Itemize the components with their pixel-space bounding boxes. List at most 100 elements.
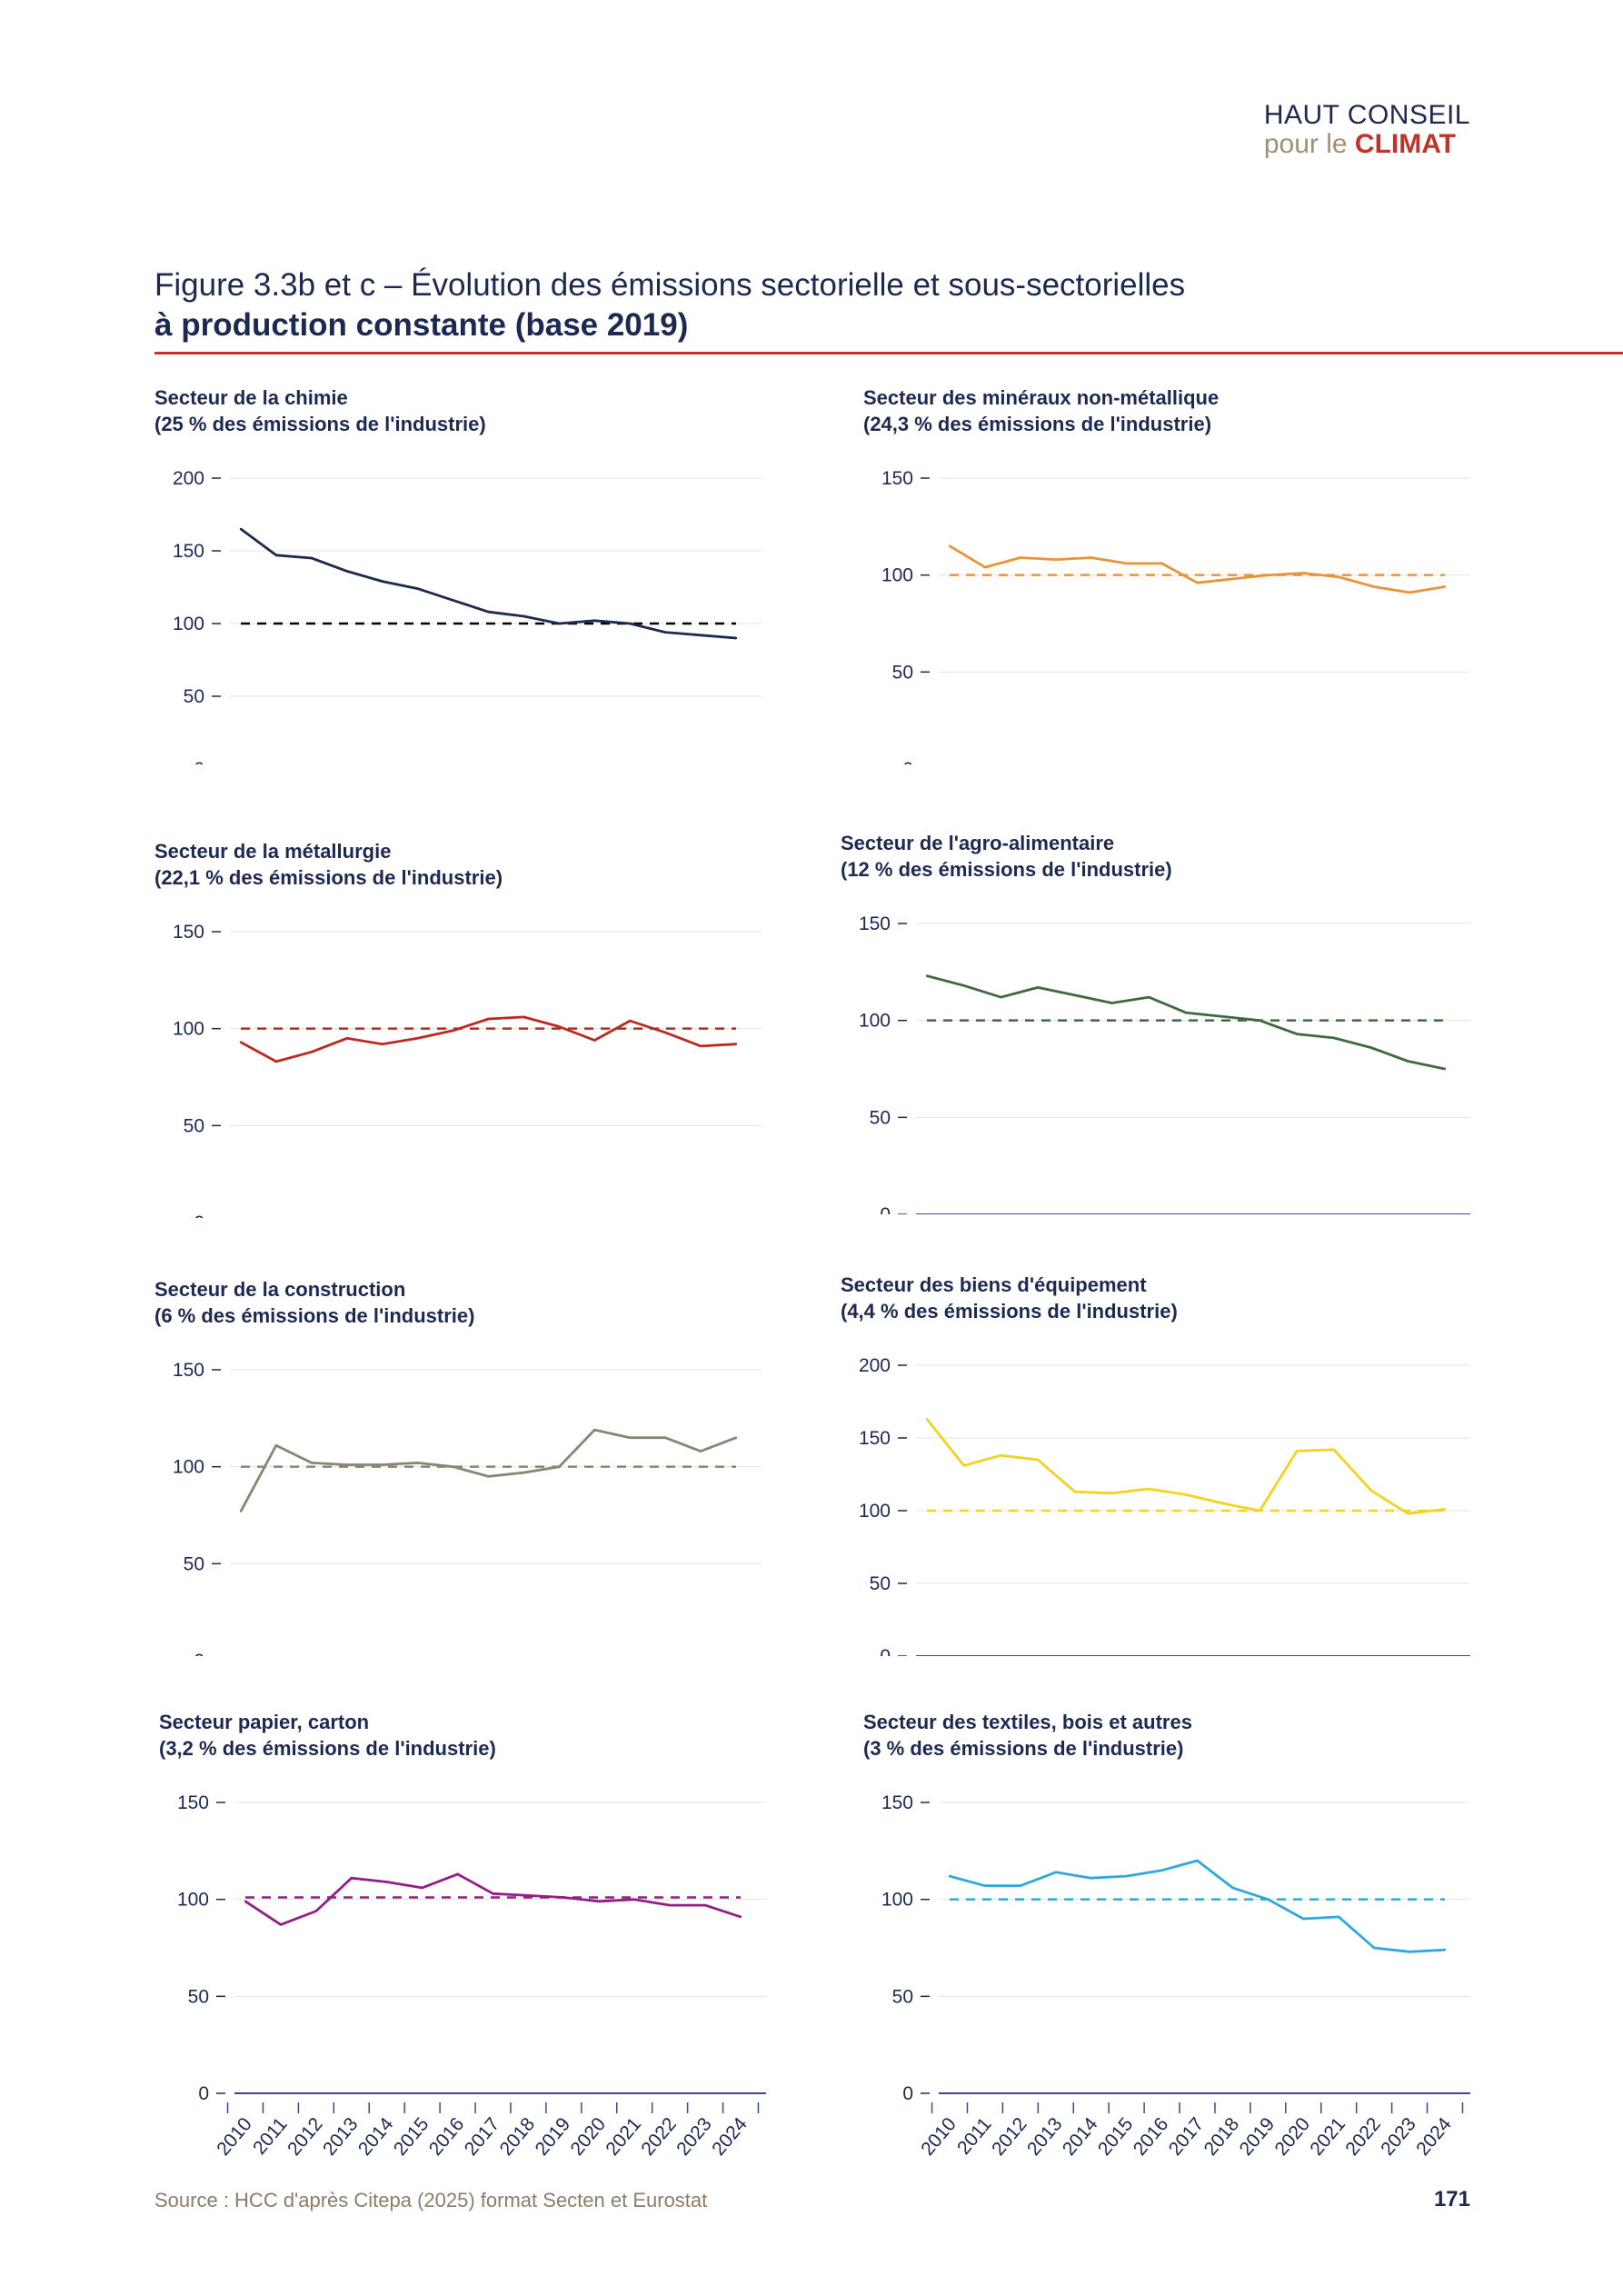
- x-tick-label: 2018: [496, 2113, 540, 2160]
- panel-papier: Secteur papier, carton (3,2 % des émissi…: [159, 1709, 777, 2161]
- y-tick-label: 100: [173, 1019, 204, 1040]
- data-point: [593, 1039, 596, 1042]
- y-tick-label: 50: [892, 662, 913, 683]
- panel-mineraux: Secteur des minéraux non-métallique (24,…: [863, 384, 1481, 764]
- panel-chimie: Secteur de la chimie (25 % des émissions…: [154, 384, 772, 764]
- x-tick-label: 2024: [1412, 2113, 1456, 2160]
- chart-biens: 0 50 100 150 200: [841, 1324, 1481, 1656]
- panel-title: Secteur de la chimie (25 % des émissions…: [154, 384, 772, 437]
- panel-title: Secteur de la construction (6 % des émis…: [154, 1276, 772, 1329]
- chart-papier: 0 50 100 150 2010 2011 2012 2013 2014 2015 2016 201…: [159, 1762, 777, 2161]
- y-tick-label: 100: [177, 1890, 209, 1911]
- data-point: [962, 1464, 965, 1467]
- source-note: Source : HCC d'après Citepa (2025) forma…: [154, 2189, 708, 2211]
- y-tick-label: 0: [902, 759, 913, 764]
- x-tick-label: 2017: [461, 2113, 504, 2160]
- chart-svg: 0 50 100 150: [173, 1360, 762, 1656]
- y-tick-label: 100: [881, 565, 913, 586]
- y-tick-label: 150: [177, 1792, 209, 1813]
- y-tick-label: 150: [881, 1792, 913, 1813]
- y-tick-label: 100: [173, 1457, 204, 1478]
- hcc-logo: HAUT CONSEIL pour le CLIMAT: [1264, 102, 1470, 158]
- x-tick-label: 2012: [284, 2113, 327, 2160]
- data-point: [962, 984, 965, 987]
- panel-title-line1: Secteur de la chimie: [154, 386, 348, 409]
- data-point: [1369, 1489, 1372, 1492]
- chart-mineraux: 0 50 100 150: [863, 437, 1481, 764]
- panel-title-line1: Secteur des minéraux non-métallique: [863, 386, 1220, 409]
- data-point: [1196, 582, 1199, 584]
- data-point: [1267, 574, 1270, 576]
- data-point: [1036, 986, 1040, 989]
- data-point: [1369, 1046, 1372, 1049]
- data-point: [925, 974, 929, 977]
- data-point: [948, 544, 951, 547]
- data-point: [421, 1886, 423, 1890]
- data-point: [416, 1037, 419, 1040]
- data-point: [527, 1894, 530, 1897]
- y-tick-label: 0: [194, 759, 204, 764]
- data-point: [925, 1418, 929, 1421]
- data-point: [1332, 1036, 1336, 1040]
- series-line: [949, 1859, 1446, 1953]
- y-tick-label: 50: [184, 1115, 204, 1136]
- data-point: [487, 1475, 490, 1478]
- x-tick-label: 2015: [390, 2113, 433, 2160]
- panel-title-line2: (12 % des émissions de l'industrie): [841, 858, 1172, 881]
- data-point: [310, 1462, 314, 1464]
- y-tick-label: 50: [188, 1986, 209, 2007]
- x-tick-label: 2020: [1270, 2113, 1314, 2160]
- panel-title: Secteur de la métallurgie (22,1 % des ém…: [154, 838, 772, 891]
- data-point: [948, 1874, 951, 1878]
- panel-title-line1: Secteur des textiles, bois et autres: [863, 1711, 1192, 1733]
- data-point: [699, 634, 702, 636]
- x-tick-label: 2021: [1306, 2113, 1349, 2160]
- x-tick-label: 2023: [672, 2113, 716, 2160]
- data-point: [1408, 1951, 1411, 1953]
- series-line: [949, 544, 1446, 594]
- data-point: [1221, 1015, 1224, 1018]
- x-tick-label: 2020: [566, 2113, 610, 2160]
- data-point: [1302, 572, 1305, 574]
- y-tick-label: 100: [859, 1501, 891, 1522]
- y-tick-label: 0: [880, 1204, 891, 1214]
- data-point: [456, 1872, 459, 1876]
- logo-pour: pour le: [1263, 129, 1355, 159]
- title-rule: [154, 352, 1623, 354]
- data-point: [629, 1436, 632, 1439]
- chart-textiles: 0 50 100 150 2010 2011 2012 2013 2014 2015 2016 201…: [863, 1762, 1481, 2161]
- data-point: [593, 1428, 596, 1432]
- x-tick-label: 2016: [1130, 2113, 1173, 2160]
- data-point: [310, 556, 314, 560]
- series-line: [926, 974, 1446, 1071]
- data-point: [1073, 993, 1077, 997]
- panel-title-line2: (25 % des émissions de l'industrie): [154, 413, 486, 435]
- data-point: [1160, 562, 1163, 565]
- data-point: [1019, 1884, 1022, 1887]
- data-point: [1372, 585, 1376, 588]
- data-point: [385, 1881, 388, 1883]
- data-point: [558, 1025, 561, 1028]
- data-point: [350, 1877, 353, 1880]
- chart-construction: 0 50 100 150: [154, 1329, 772, 1656]
- panel-title-line2: (3,2 % des émissions de l'industrie): [159, 1737, 496, 1760]
- y-tick-label: 200: [859, 1355, 891, 1376]
- data-point: [1408, 591, 1411, 594]
- data-point: [1054, 558, 1057, 561]
- data-point: [274, 1444, 278, 1447]
- figure-title-line1: Figure 3.3b et c – Évolution des émissio…: [154, 267, 1186, 303]
- y-tick-label: 100: [881, 1890, 913, 1911]
- y-tick-label: 0: [880, 1646, 891, 1656]
- x-tick-label: 2011: [953, 2113, 996, 2158]
- data-point: [239, 1510, 243, 1512]
- data-point: [629, 1019, 632, 1023]
- data-point: [699, 1044, 702, 1048]
- data-point: [668, 1903, 672, 1907]
- panel-title-line2: (22,1 % des émissions de l'industrie): [154, 866, 503, 889]
- panel-title-line1: Secteur papier, carton: [159, 1711, 370, 1733]
- data-point: [1221, 1502, 1224, 1505]
- data-point: [1443, 585, 1447, 588]
- chart-agro: 0 50 100 150: [841, 883, 1481, 1214]
- y-tick-label: 200: [173, 468, 204, 489]
- chart-chimie: 0 50 100 150 200: [154, 437, 772, 764]
